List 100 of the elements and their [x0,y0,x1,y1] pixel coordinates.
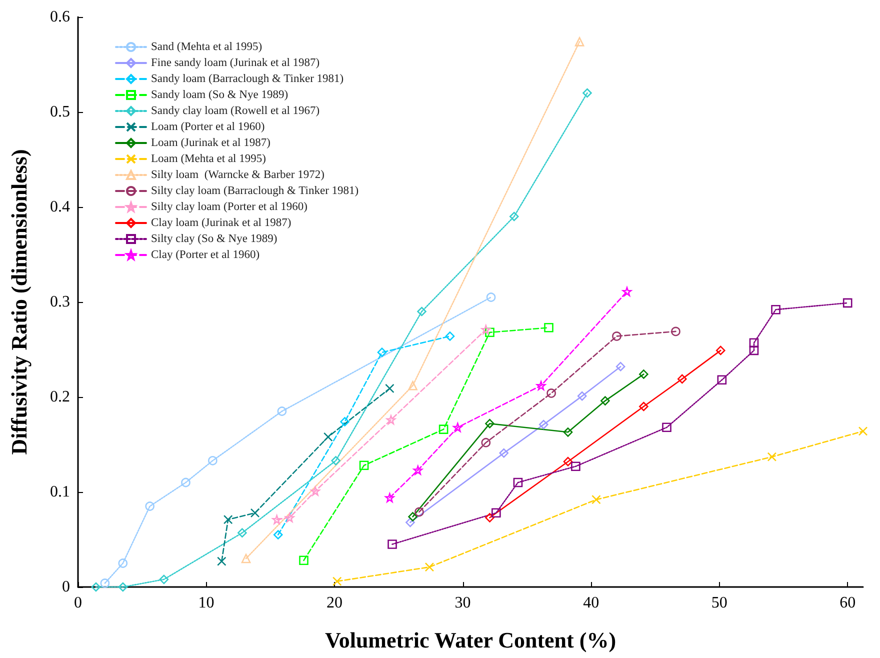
point [485,513,494,522]
point [767,452,777,462]
point [310,486,320,496]
point [486,292,496,302]
x-tick-label: 20 [326,594,343,612]
point [481,438,491,448]
point [749,346,759,356]
point [600,396,610,406]
point [582,88,592,98]
point [717,375,727,385]
point [563,456,573,466]
point [716,346,726,356]
point [159,574,169,584]
x-tick-label: 0 [74,594,82,612]
point [223,514,233,524]
point [408,512,418,522]
point [438,424,448,434]
point [499,448,508,458]
point [299,556,308,566]
y-tick-label: 0.5 [50,104,70,120]
point [538,420,548,430]
point [414,507,424,517]
point [571,462,580,471]
point [359,460,369,470]
legend-label: Silty clay (So & Nye 1989) [151,233,278,245]
point [406,518,415,528]
point [616,362,626,372]
legend-label: Sandy loam (So & Nye 1989) [151,89,288,101]
point [377,348,387,357]
point [622,286,632,296]
point [445,332,455,341]
point [241,554,251,564]
point [492,508,501,518]
point [250,508,260,518]
point [671,326,680,336]
legend-label: Sandy loam (Barraclough & Tinker 1981) [151,73,344,85]
x-tick-label: 30 [454,594,471,612]
point [749,338,759,348]
point [592,494,601,504]
point [385,384,394,394]
point [386,415,396,424]
legend-label: Silty clay loam (Porter et al 1960) [151,201,308,213]
point [323,432,333,442]
y-tick-label: 0.4 [50,198,70,216]
point [145,502,154,511]
point [332,576,342,586]
point [118,558,128,568]
x-tick-label: 40 [583,594,600,612]
point [842,298,852,308]
x-tick-label: 60 [840,594,856,612]
point [284,513,294,522]
point [181,478,190,488]
point [453,422,462,432]
y-tick-label: 0.1 [50,484,70,500]
point [118,582,128,592]
point [513,478,523,488]
x-tick-label: 10 [198,594,214,612]
point [544,323,554,332]
point [509,212,519,222]
point [217,556,226,566]
point [273,530,283,540]
point [413,466,423,475]
legend-label: Silty loam (Warncke & Barber 1972) [151,169,325,181]
point [662,422,672,432]
legend-label: Loam (Mehta et al 1995) [151,153,266,165]
point [340,417,350,426]
legend-label: Sand (Mehta et al 1995) [151,41,262,53]
legend-label: Clay (Porter et al 1960) [151,249,260,261]
point [388,540,397,549]
legend-label: Loam (Jurinak et al 1987) [151,137,271,149]
point [546,388,556,398]
point [424,562,434,572]
point [639,402,648,412]
legend-label: Silty clay loam (Barraclough & Tinker 1981) [151,185,359,197]
point [485,328,494,338]
point [272,514,282,524]
point [238,528,247,538]
y-tick-label: 0 [62,578,70,596]
point [208,456,218,466]
point [771,304,780,314]
legend-label: Clay loam (Jurinak et al 1987) [151,217,292,229]
point [612,332,622,341]
point [100,578,110,588]
point [677,374,687,384]
x-tick-label: 50 [711,594,728,612]
legend-label: Sandy clay loam (Rowell et al 1967) [151,105,320,117]
point [577,391,587,401]
legend-label: Loam (Porter et al 1960) [151,121,265,133]
point [331,456,340,466]
y-tick-label: 0.3 [50,294,70,310]
point [91,582,101,592]
point [536,380,546,390]
y-tick-label: 0.2 [50,388,70,406]
point [417,306,426,316]
point [481,324,491,334]
point [639,370,648,379]
point [858,426,868,436]
point [277,406,287,416]
y-axis-title: Diffusivity Ratio (dimensionless) [6,149,32,455]
legend-label: Fine sandy loam (Jurinak et al 1987) [151,57,320,69]
